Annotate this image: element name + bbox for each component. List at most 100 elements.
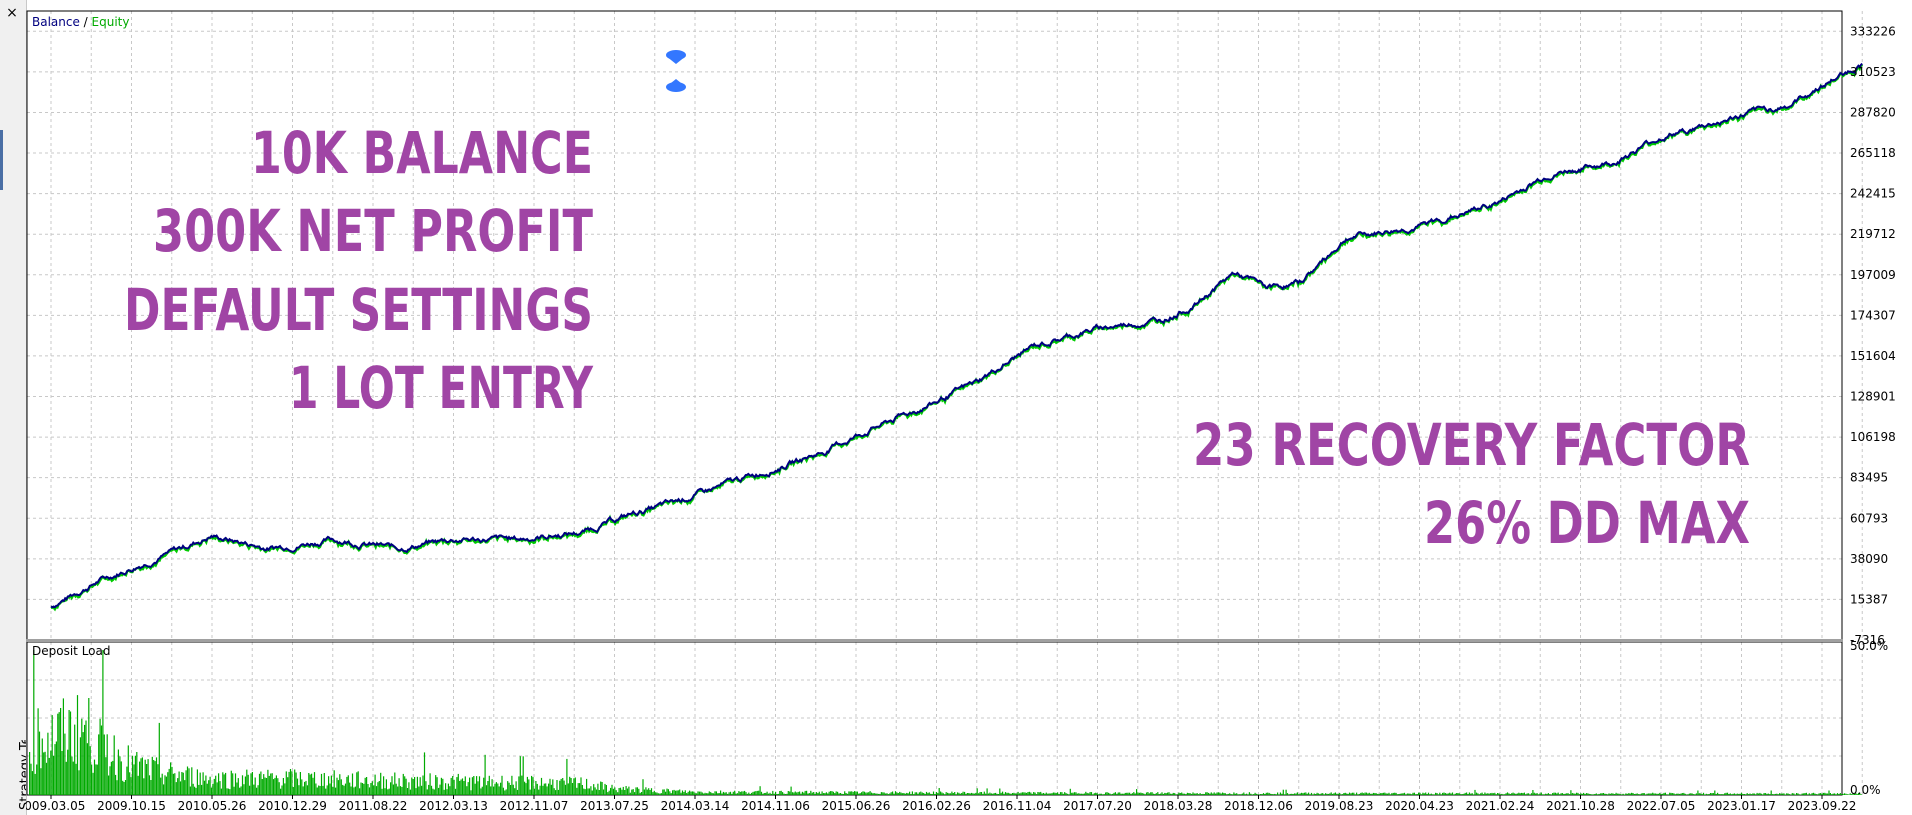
deposit-bar [1377,793,1379,795]
deposit-bar [95,764,97,795]
deposit-bar [1463,793,1465,795]
deposit-bar [1643,793,1645,795]
deposit-bar [213,778,215,795]
deposit-bar [1444,793,1446,795]
deposit-bar [772,790,774,795]
deposit-bar [1175,794,1177,795]
deposit-bar [552,779,554,795]
deposit-bar [383,776,385,795]
deposit-bar [1288,794,1290,795]
deposit-bar [108,775,110,795]
deposit-bar [1109,793,1111,795]
deposit-bar [1756,792,1758,795]
deposit-bar [766,791,768,795]
deposit-bar [576,787,578,795]
deposit-bar [1573,793,1575,795]
deposit-bar [1222,792,1224,795]
deposit-bar [1044,793,1046,795]
deposit-bar [160,777,162,795]
deposit-bar [1113,792,1115,795]
deposit-bar [1121,793,1124,795]
deposit-bar [1519,793,1521,795]
deposit-bar [584,789,586,795]
deposit-bar [1422,792,1424,795]
deposit-bar [1709,793,1712,795]
deposit-bar [1255,793,1258,795]
deposit-bar [1545,793,1547,795]
deposit-bar [433,789,435,795]
deposit-bar [975,792,977,795]
deposit-bar [1281,793,1283,795]
deposit-bar [1481,792,1483,795]
deposit-bar [590,786,592,795]
deposit-bar [428,784,430,795]
deposit-bar [452,776,454,795]
deposit-bar [75,763,77,795]
deposit-bar [1592,794,1595,795]
deposit-bar [1412,792,1414,795]
deposit-bar [395,783,397,795]
deposit-bar [347,775,349,795]
deposit-bar [436,777,438,795]
deposit-bar [186,766,189,795]
deposit-bar [1760,793,1762,795]
deposit-bar [1064,792,1066,795]
deposit-bar [1271,794,1273,795]
deposit-bar [175,782,177,795]
deposit-bar [1107,792,1109,795]
deposit-bar [191,767,193,795]
deposit-bar [1129,792,1131,795]
deposit-bar [1762,794,1764,795]
deposit-bar [656,792,658,795]
deposit-bar [1415,794,1417,795]
deposit-bar [783,793,785,795]
deposit-bar [676,790,678,795]
deposit-bar [1832,793,1834,795]
deposit-bar [102,650,104,795]
deposit-bar [144,759,146,795]
deposit-bar [1106,792,1108,795]
deposit-bar [333,770,335,795]
deposit-bar [1653,793,1655,795]
deposit-bar [1821,793,1823,795]
deposit-bar [1430,793,1432,795]
deposit-bar [985,793,987,795]
deposit-bar [1353,792,1355,795]
deposit-bar [488,775,490,795]
deposit-bar [1478,794,1480,795]
deposit-bar [1409,793,1411,795]
deposit-bar [691,791,693,795]
deposit-bar [198,784,200,795]
side-panel-tab[interactable]: Strategy Tester [0,740,26,815]
deposit-bar [281,785,283,795]
deposit-bar [1439,792,1441,795]
deposit-bar [215,775,217,795]
deposit-bar [110,761,112,795]
panel-splitter[interactable] [26,639,1843,642]
deposit-bar [1688,793,1690,795]
deposit-bar [150,780,152,795]
legend-balance: Balance [32,15,80,29]
deposit-bar [267,769,269,795]
deposit-bar [1429,794,1431,795]
deposit-bar [1051,793,1053,795]
deposit-bar [1577,792,1579,795]
deposit-bar [1523,792,1525,795]
deposit-bar [360,782,362,795]
deposit-bar [1326,793,1328,795]
deposit-bar [724,792,726,795]
deposit-bar [478,776,481,795]
deposit-bar [438,787,440,795]
deposit-bar [1279,792,1281,795]
close-icon[interactable]: × [6,5,18,21]
deposit-bar [1739,793,1741,795]
deposit-bar [873,793,875,795]
deposit-bar [931,794,933,795]
deposit-bar [1216,792,1218,795]
deposit-bar [1360,792,1362,795]
deposit-bar [1796,793,1798,795]
deposit-bar [1127,792,1129,795]
deposit-bar [1443,792,1445,795]
deposit-bar [539,785,541,795]
deposit-y-axis: 50.0% 0.0% [1850,639,1888,797]
